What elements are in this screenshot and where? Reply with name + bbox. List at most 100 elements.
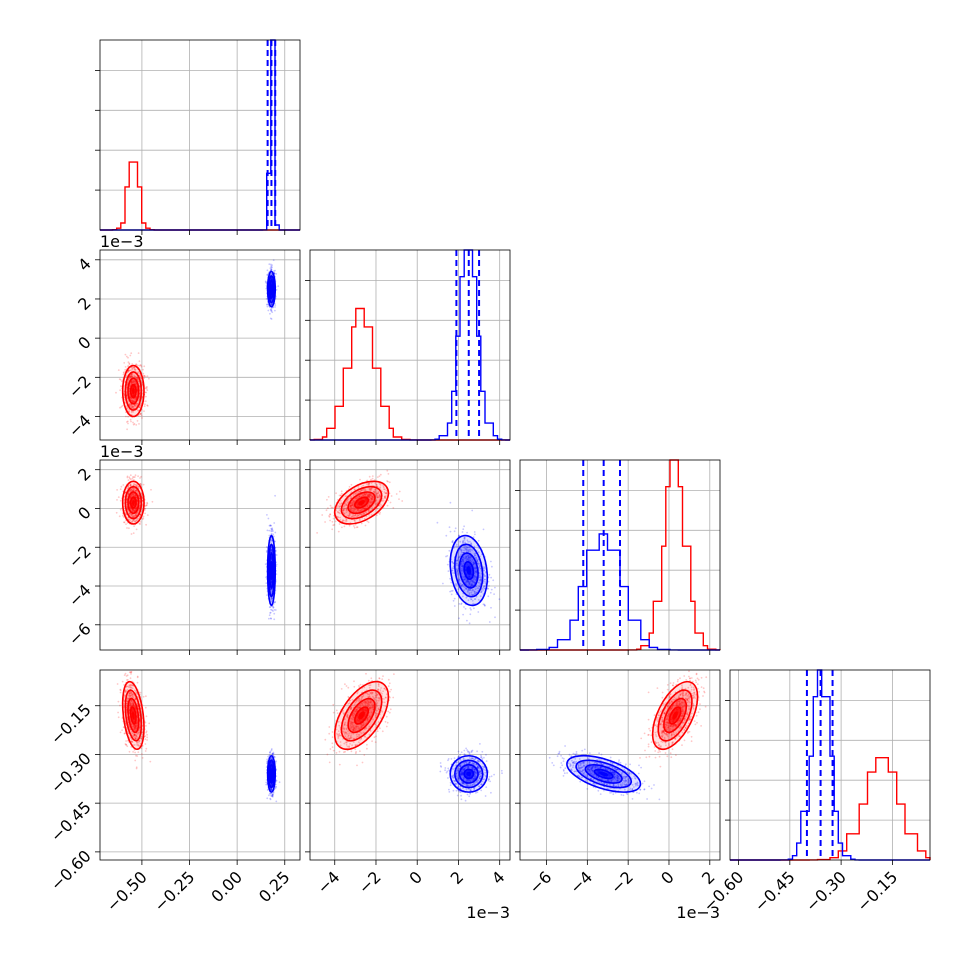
sample-point	[361, 514, 363, 517]
sample-point	[141, 518, 144, 521]
sample-point	[270, 308, 273, 310]
sample-point	[349, 504, 352, 507]
sample-point	[126, 371, 129, 374]
sample-point	[266, 269, 269, 272]
sample-point	[129, 513, 132, 516]
sample-point	[274, 494, 276, 497]
sample-point	[376, 496, 379, 499]
sample-point	[350, 483, 353, 486]
contour-line	[127, 377, 140, 405]
sample-point	[137, 517, 140, 520]
sample-point	[118, 515, 121, 518]
sample-point	[347, 515, 350, 518]
sample-point	[145, 725, 147, 727]
sample-point	[133, 379, 136, 382]
sample-point	[133, 400, 136, 403]
sample-point	[365, 493, 368, 495]
sample-point	[148, 377, 150, 380]
sample-point	[376, 485, 379, 488]
sample-point	[117, 496, 120, 498]
sample-point	[138, 506, 141, 509]
sample-point	[141, 497, 144, 499]
sample-point	[129, 376, 132, 379]
sample-point	[351, 504, 354, 507]
sample-point	[364, 493, 366, 496]
sample-point	[131, 405, 134, 408]
sample-point	[368, 487, 371, 490]
sample-point	[133, 508, 135, 511]
sample-point	[120, 406, 123, 408]
sample-point	[274, 269, 276, 272]
sample-point	[380, 504, 382, 506]
sample-point	[373, 490, 376, 493]
sample-point	[124, 491, 127, 494]
sample-point	[122, 668, 124, 670]
sample-point	[379, 506, 382, 508]
sample-point	[374, 503, 377, 506]
sample-point	[368, 495, 371, 498]
sample-point	[119, 499, 122, 502]
sample-point	[332, 524, 335, 527]
sample-point	[454, 527, 457, 530]
sample-point	[356, 508, 359, 511]
sample-point	[270, 294, 273, 296]
sample-point	[126, 475, 129, 478]
sample-point	[347, 514, 349, 517]
sample-point	[131, 510, 134, 512]
sample-point	[146, 386, 149, 388]
sample-point	[136, 681, 139, 684]
sample-point	[145, 391, 148, 394]
sample-point	[268, 617, 270, 620]
sample-point	[129, 506, 132, 509]
sample-point	[273, 612, 276, 615]
sample-point	[117, 369, 120, 371]
sample-point	[274, 609, 277, 611]
sample-point	[144, 387, 147, 390]
sample-point	[124, 366, 127, 368]
sample-point	[327, 496, 330, 498]
sample-point	[119, 488, 122, 491]
sample-point	[146, 736, 149, 739]
sample-point	[367, 509, 370, 512]
sample-point	[128, 503, 131, 505]
sample-point	[272, 259, 275, 261]
sample-point	[140, 414, 143, 417]
sample-point	[130, 352, 133, 355]
sample-point	[385, 492, 388, 495]
sample-point	[126, 428, 128, 431]
sample-point	[135, 489, 137, 492]
sample-point	[268, 606, 271, 609]
sample-point	[133, 405, 136, 408]
contour-line	[124, 371, 143, 411]
sample-point	[133, 493, 135, 495]
sample-point	[139, 482, 142, 485]
sample-point	[338, 523, 341, 525]
sample-point	[129, 418, 132, 421]
sample-point	[136, 376, 138, 379]
sample-point	[144, 750, 147, 752]
sample-point	[271, 597, 274, 600]
sample-point	[269, 524, 272, 527]
sample-point	[324, 521, 326, 523]
sample-point	[269, 312, 271, 315]
sample-point	[134, 759, 137, 762]
sample-point	[135, 489, 137, 492]
sample-point	[482, 528, 485, 531]
sample-point	[266, 274, 269, 277]
contour-line	[267, 275, 276, 304]
sample-point	[133, 519, 136, 521]
sample-point	[477, 539, 480, 542]
sample-point	[128, 387, 131, 390]
sample-point	[352, 504, 355, 507]
sample-point	[470, 608, 472, 611]
density-level	[132, 387, 135, 395]
sample-point	[138, 504, 141, 507]
sample-point	[383, 495, 386, 498]
sample-point	[124, 368, 127, 371]
sample-point	[133, 483, 135, 485]
sample-point	[136, 490, 139, 493]
sample-point	[128, 402, 131, 405]
sample-point	[271, 527, 274, 530]
sample-point	[353, 526, 356, 529]
sample-point	[125, 374, 128, 377]
